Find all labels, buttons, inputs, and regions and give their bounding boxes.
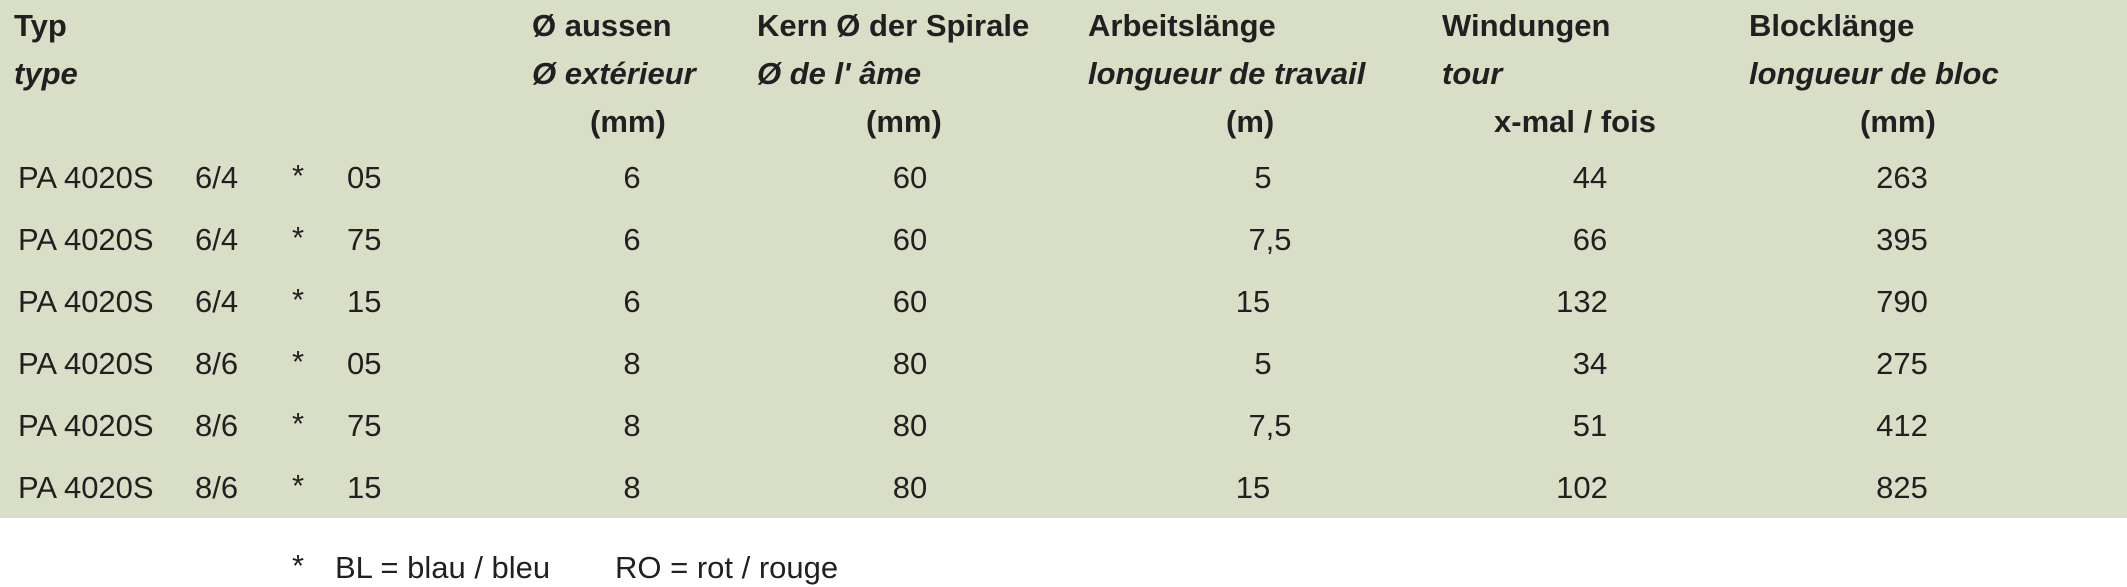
footnote-blue: BL = blau / bleu [335, 550, 551, 585]
cell-turns: 132 [1556, 284, 1608, 319]
cell-model: PA 4020S [18, 160, 154, 195]
cell-working-length: 5 [1254, 346, 1272, 381]
cell-outer-diameter: 6 [623, 284, 641, 319]
header-turns-de: Windungen [1442, 8, 1611, 43]
header-turns-unit: x-mal / fois [1494, 104, 1656, 139]
cell-star: * [292, 220, 305, 255]
cell-block-length: 825 [1876, 470, 1928, 505]
footnote-red: RO = rot / rouge [615, 550, 839, 585]
cell-turns: 102 [1556, 470, 1608, 505]
header-working-length-de: Arbeitslänge [1088, 8, 1276, 43]
cell-core-diameter: 80 [892, 346, 928, 381]
cell-size: 6/4 [195, 284, 239, 319]
cell-turns: 34 [1572, 346, 1608, 381]
cell-outer-diameter: 8 [623, 408, 641, 443]
header-block-length-fr: longueur de bloc [1749, 56, 1999, 91]
cell-core-diameter: 60 [892, 222, 928, 257]
cell-block-length: 790 [1876, 284, 1928, 319]
header-outer-diameter-de: Ø aussen [532, 8, 672, 43]
cell-outer-diameter: 8 [623, 470, 641, 505]
cell-block-length: 412 [1876, 408, 1928, 443]
header-outer-diameter-unit: (mm) [590, 104, 666, 139]
table-background [0, 0, 2127, 518]
cell-star: * [292, 282, 305, 317]
cell-model: PA 4020S [18, 222, 154, 257]
header-turns-fr: tour [1442, 56, 1503, 91]
cell-outer-diameter: 6 [623, 222, 641, 257]
cell-outer-diameter: 8 [623, 346, 641, 381]
header-core-diameter-fr: Ø de l' âme [757, 56, 922, 91]
cell-model: PA 4020S [18, 470, 154, 505]
cell-star: * [292, 406, 305, 441]
cell-model: PA 4020S [18, 408, 154, 443]
header-type-fr: type [14, 56, 78, 91]
cell-code: 75 [347, 222, 382, 257]
cell-core-diameter: 80 [892, 408, 928, 443]
cell-code: 15 [347, 284, 382, 319]
header-block-length-unit: (mm) [1860, 104, 1936, 139]
cell-core-diameter: 60 [892, 160, 928, 195]
cell-working-length: 15 [1235, 470, 1271, 505]
header-type-de: Typ [14, 8, 67, 43]
cell-star: * [292, 468, 305, 503]
cell-core-diameter: 80 [892, 470, 928, 505]
cell-code: 75 [347, 408, 382, 443]
cell-working-length: 7,5 [1248, 408, 1292, 443]
cell-size: 6/4 [195, 160, 239, 195]
cell-core-diameter: 60 [892, 284, 928, 319]
cell-star: * [292, 158, 305, 193]
footnote-star: * [292, 548, 305, 583]
cell-working-length: 15 [1235, 284, 1271, 319]
cell-code: 05 [347, 160, 382, 195]
header-core-diameter-de: Kern Ø der Spirale [757, 8, 1030, 43]
cell-turns: 66 [1572, 222, 1608, 257]
cell-size: 8/6 [195, 470, 239, 505]
header-core-diameter-unit: (mm) [866, 104, 942, 139]
cell-model: PA 4020S [18, 346, 154, 381]
cell-size: 8/6 [195, 408, 239, 443]
header-outer-diameter-fr: Ø extérieur [532, 56, 696, 91]
cell-block-length: 275 [1876, 346, 1928, 381]
cell-size: 6/4 [195, 222, 239, 257]
cell-code: 15 [347, 470, 382, 505]
cell-turns: 44 [1572, 160, 1608, 195]
cell-size: 8/6 [195, 346, 239, 381]
cell-working-length: 5 [1254, 160, 1272, 195]
cell-block-length: 395 [1876, 222, 1928, 257]
cell-turns: 51 [1572, 408, 1608, 443]
cell-code: 05 [347, 346, 382, 381]
cell-star: * [292, 344, 305, 379]
header-block-length-de: Blocklänge [1749, 8, 1915, 43]
header-working-length-fr: longueur de travail [1088, 56, 1366, 91]
cell-model: PA 4020S [18, 284, 154, 319]
cell-working-length: 7,5 [1248, 222, 1292, 257]
cell-block-length: 263 [1876, 160, 1928, 195]
cell-outer-diameter: 6 [623, 160, 641, 195]
header-working-length-unit: (m) [1226, 104, 1275, 139]
